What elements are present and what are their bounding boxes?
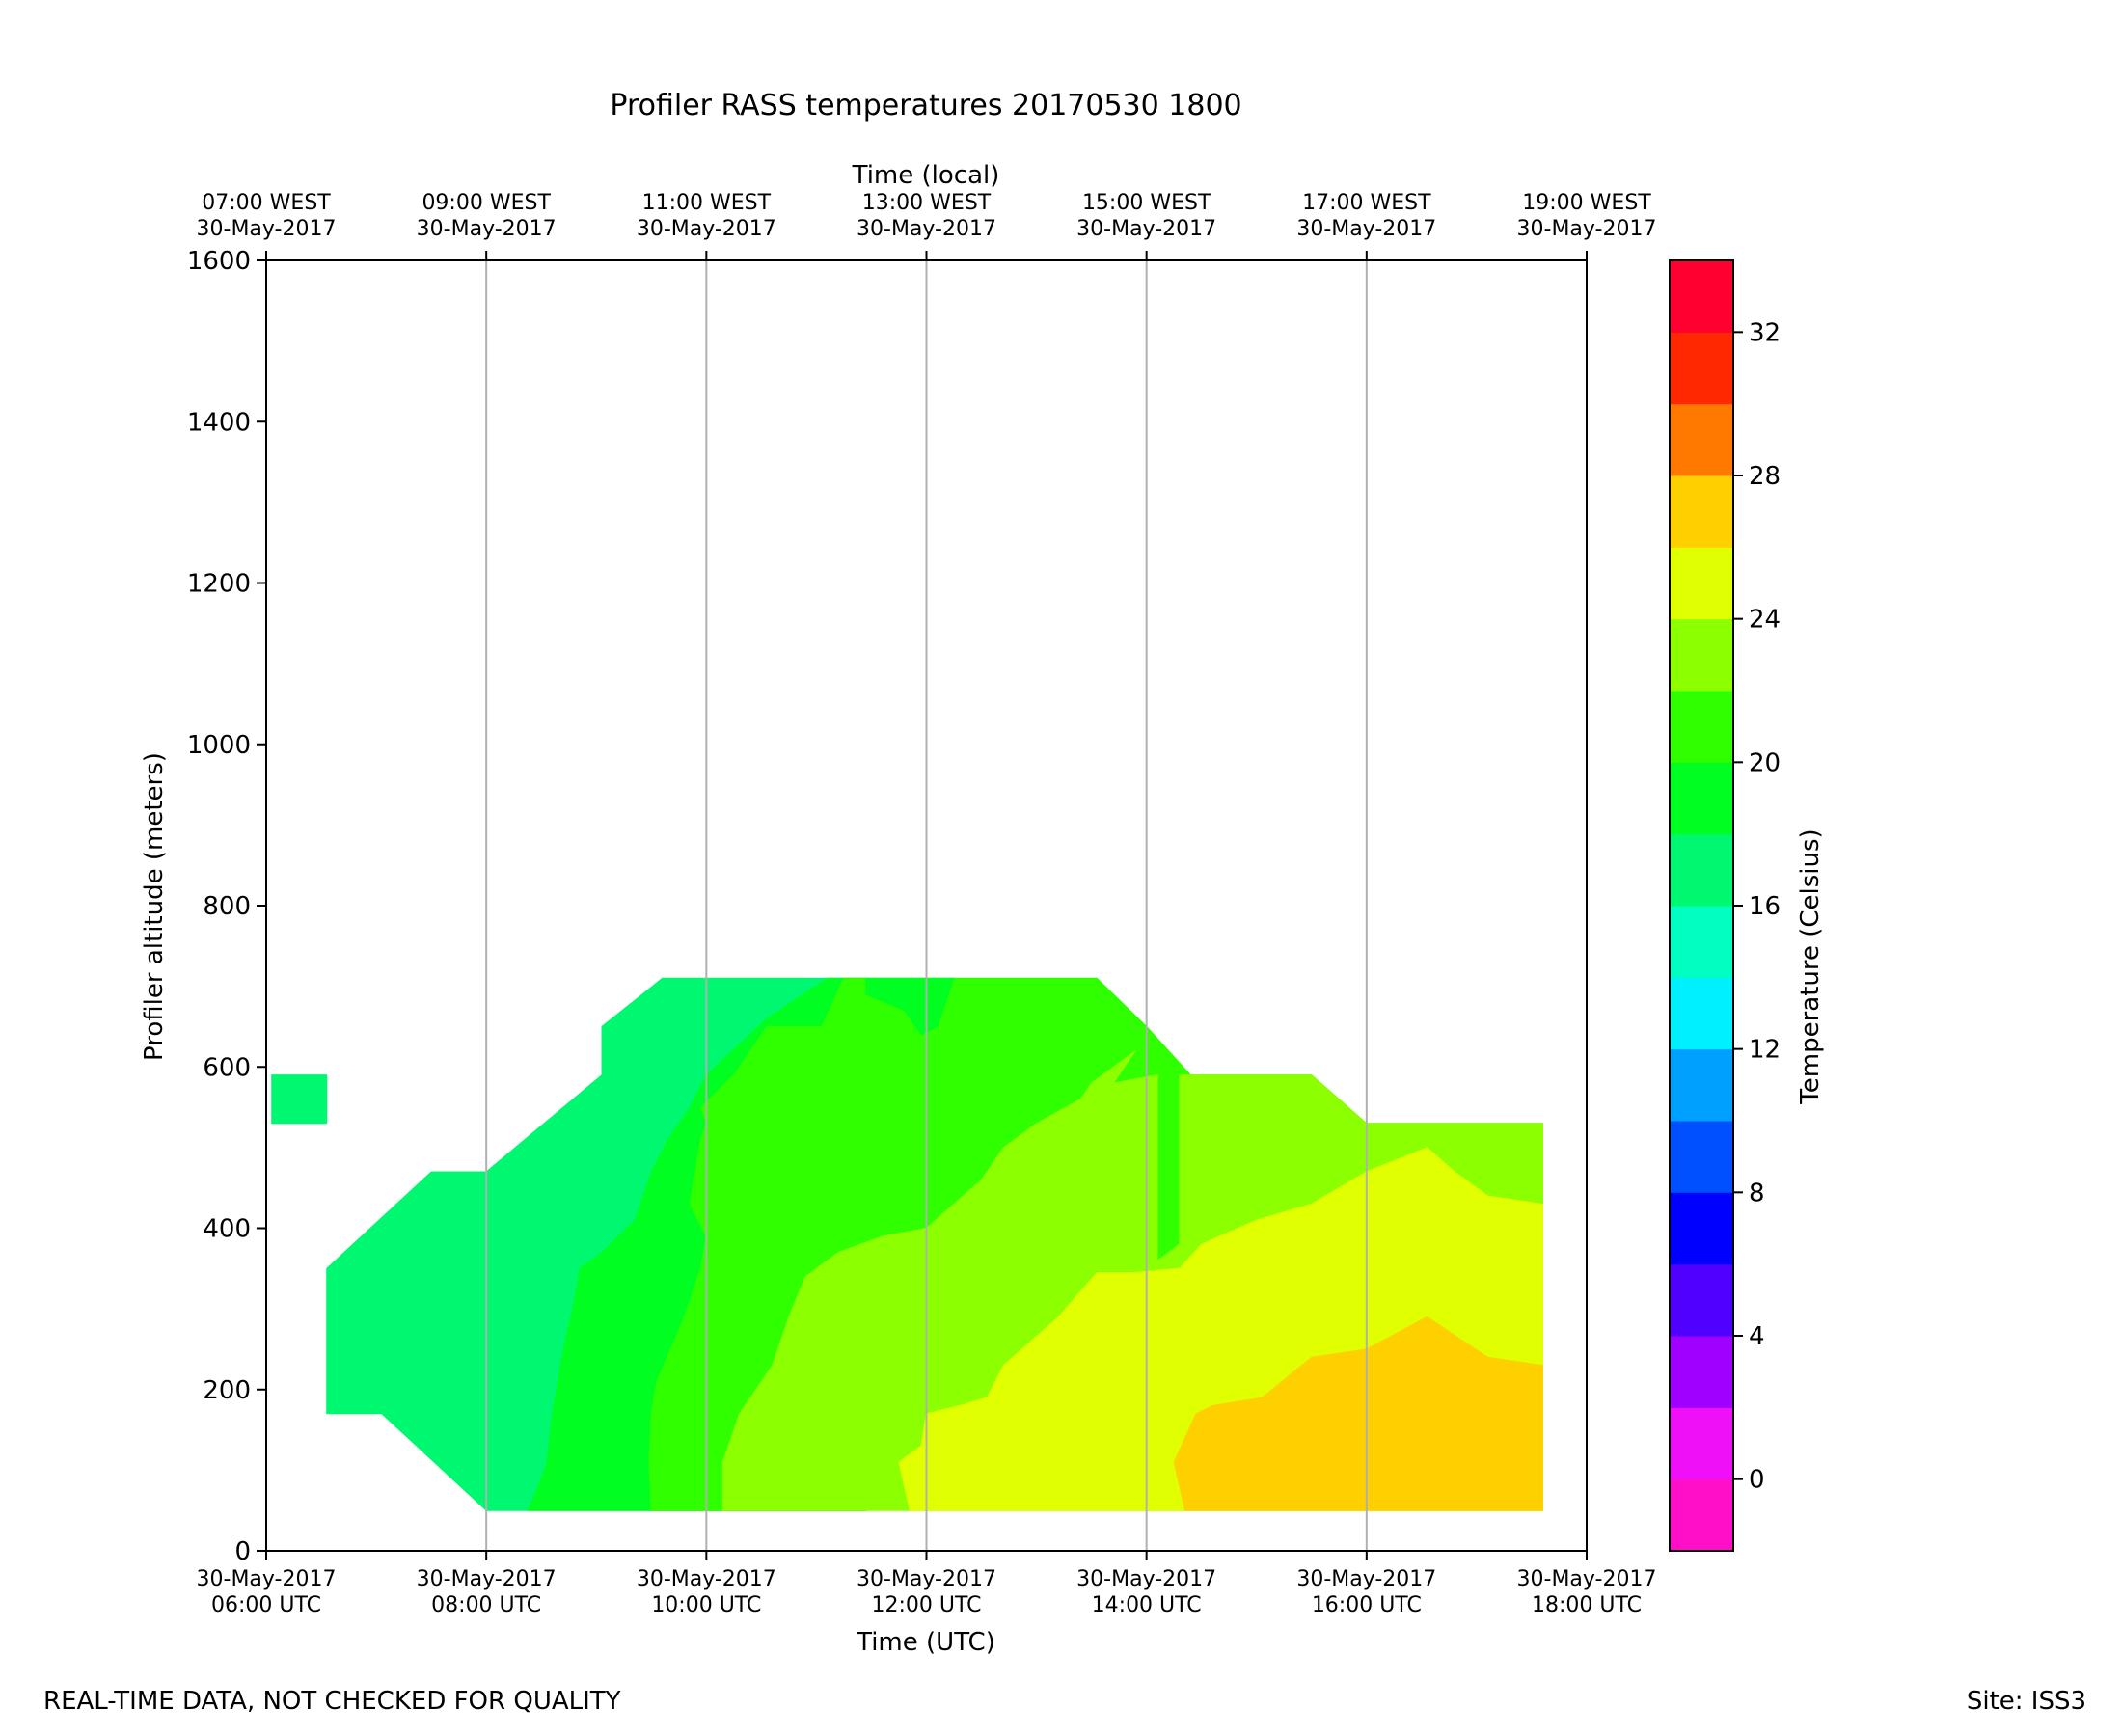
colorbar-band-18 — [1670, 762, 1733, 835]
top-tick-date-18: 30-May-2017 — [1517, 217, 1657, 241]
top-tick-date-10: 30-May-2017 — [637, 217, 776, 241]
y-tick-label-200: 200 — [203, 1376, 251, 1405]
top-tick-date-8: 30-May-2017 — [417, 217, 557, 241]
colorbar-band-20 — [1670, 691, 1733, 763]
top-tick-time-14: 15:00 WEST — [1082, 191, 1211, 215]
colorbar-band-12 — [1670, 977, 1733, 1050]
x-tick-date-6: 30-May-2017 — [197, 1567, 337, 1591]
y-tick-label-800: 800 — [203, 892, 251, 921]
x-tick-time-14: 14:00 UTC — [1092, 1593, 1202, 1617]
colorbar-band-6 — [1670, 1192, 1733, 1265]
colorbar-band-22 — [1670, 618, 1733, 692]
colorbar-tick-label-20: 20 — [1749, 748, 1781, 777]
colorbar-tick-label-24: 24 — [1749, 606, 1781, 635]
colorbar-band-16 — [1670, 833, 1733, 907]
colorbar-band-2 — [1670, 1336, 1733, 1408]
colorbar-band-30 — [1670, 332, 1733, 405]
colorbar-tick-label-32: 32 — [1749, 318, 1781, 347]
top-tick-time-6: 07:00 WEST — [202, 191, 331, 215]
colorbar-tick-label-12: 12 — [1749, 1036, 1781, 1065]
colorbar-band-24 — [1670, 547, 1733, 620]
x-tick-time-12: 12:00 UTC — [871, 1593, 981, 1617]
colorbar-band-8 — [1670, 1121, 1733, 1193]
y-tick-label-0: 0 — [234, 1537, 251, 1566]
top-tick-date-6: 30-May-2017 — [197, 217, 337, 241]
colorbar-tick-label-28: 28 — [1749, 462, 1781, 491]
colorbar-band-4 — [1670, 1263, 1733, 1337]
colorbar-band-28 — [1670, 403, 1733, 476]
contour-region-18-20-5 — [865, 977, 955, 1036]
x-axis-label: Time (UTC) — [856, 1628, 995, 1657]
vertical-gridlines — [485, 260, 1368, 1551]
top-tick-date-12: 30-May-2017 — [857, 217, 996, 241]
x-tick-date-12: 30-May-2017 — [857, 1567, 996, 1591]
colorbar-band--2 — [1670, 1478, 1733, 1552]
x-tick-date-8: 30-May-2017 — [417, 1567, 557, 1591]
y-tick-label-1400: 1400 — [187, 408, 251, 437]
colorbar-band-32 — [1670, 260, 1733, 333]
quality-note: REAL-TIME DATA, NOT CHECKED FOR QUALITY — [43, 1687, 621, 1716]
colorbar-band-14 — [1670, 906, 1733, 978]
colorbar-label: Temperature (Celsius) — [1796, 828, 1825, 1104]
colorbar-band-0 — [1670, 1407, 1733, 1480]
x-tick-time-18: 18:00 UTC — [1532, 1593, 1642, 1617]
colorbar-band-26 — [1670, 475, 1733, 548]
top-tick-date-16: 30-May-2017 — [1296, 217, 1436, 241]
x-tick-time-10: 10:00 UTC — [651, 1593, 761, 1617]
y-axis-ticks: 0 200 400 600 800 1000 1200 1400 1600 — [187, 247, 266, 1566]
chart-title: Profiler RASS temperatures 20170530 1800 — [610, 89, 1241, 122]
top-axis-label: Time (local) — [852, 161, 1000, 190]
y-tick-label-600: 600 — [203, 1053, 251, 1082]
top-tick-time-12: 13:00 WEST — [862, 191, 992, 215]
colorbar — [1670, 260, 1733, 1552]
colorbar-tick-label-0: 0 — [1749, 1466, 1765, 1495]
x-tick-time-6: 06:00 UTC — [211, 1593, 321, 1617]
contour-region-16-18-0 — [271, 1074, 328, 1125]
y-axis-label: Profiler altitude (meters) — [140, 752, 169, 1061]
colorbar-tick-label-8: 8 — [1749, 1179, 1765, 1207]
contour-region-26-28-9 — [1173, 1316, 1543, 1511]
x-tick-date-18: 30-May-2017 — [1517, 1567, 1657, 1591]
x-tick-date-16: 30-May-2017 — [1296, 1567, 1436, 1591]
top-tick-date-14: 30-May-2017 — [1076, 217, 1216, 241]
colorbar-tick-label-16: 16 — [1749, 892, 1781, 921]
top-tick-time-18: 19:00 WEST — [1522, 191, 1651, 215]
top-tick-time-10: 11:00 WEST — [642, 191, 772, 215]
y-tick-label-1600: 1600 — [187, 247, 251, 276]
top-tick-time-8: 09:00 WEST — [422, 191, 551, 215]
colorbar-ticks: 0 4 8 12 16 20 24 28 32 — [1733, 318, 1781, 1495]
x-tick-date-10: 30-May-2017 — [637, 1567, 776, 1591]
x-tick-date-14: 30-May-2017 — [1076, 1567, 1216, 1591]
top-tick-time-16: 17:00 WEST — [1302, 191, 1431, 215]
x-tick-time-16: 16:00 UTC — [1312, 1593, 1422, 1617]
y-tick-label-1000: 1000 — [187, 731, 251, 760]
x-tick-time-8: 08:00 UTC — [431, 1593, 541, 1617]
contour-regions — [271, 977, 1543, 1511]
y-tick-label-400: 400 — [203, 1215, 251, 1244]
y-tick-label-1200: 1200 — [187, 570, 251, 599]
site-label: Site: ISS3 — [1967, 1687, 2086, 1716]
colorbar-tick-label-4: 4 — [1749, 1322, 1765, 1351]
colorbar-band-10 — [1670, 1048, 1733, 1122]
